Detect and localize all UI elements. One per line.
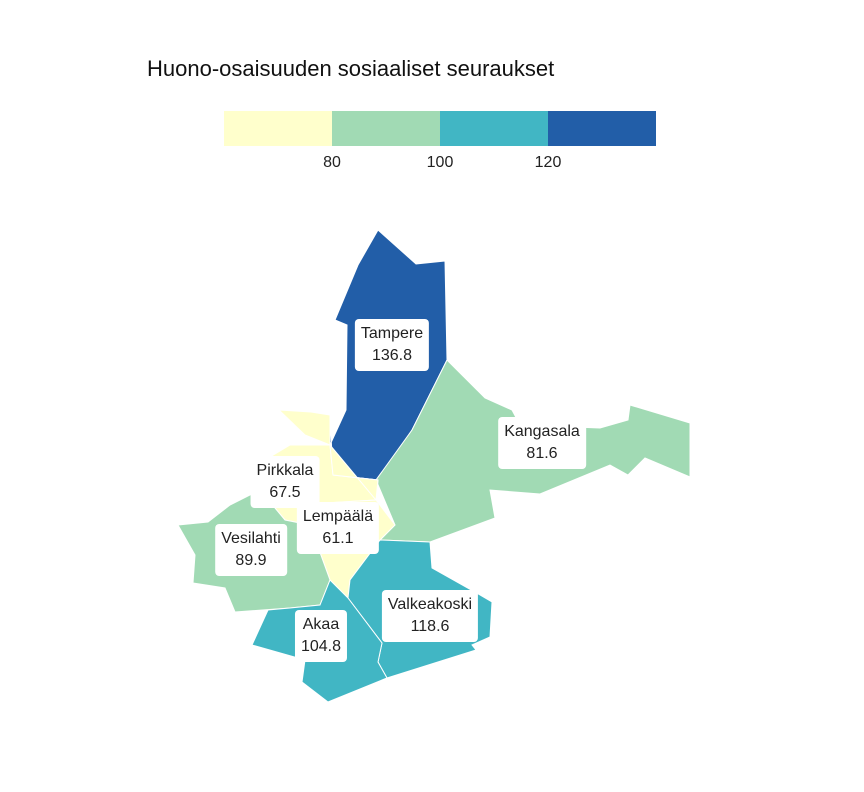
- legend-swatch-2: [332, 111, 440, 146]
- legend-tick-80: 80: [323, 154, 341, 171]
- region-label-pirkkala: Pirkkala 67.5: [250, 456, 320, 508]
- legend-tick-100: 100: [426, 154, 454, 171]
- region-label-vesilahti: Vesilahti 89.9: [215, 524, 287, 576]
- map-title: Huono-osaisuuden sosiaaliset seuraukset: [147, 56, 555, 81]
- region-value: 118.6: [410, 618, 450, 635]
- legend-swatch-1: [224, 111, 332, 146]
- region-value: 81.6: [526, 445, 558, 462]
- region-name: Lempäälä: [302, 508, 374, 525]
- region-value: 136.8: [371, 347, 413, 364]
- region-label-kangasala: Kangasala 81.6: [498, 417, 586, 469]
- region-name: Akaa: [302, 616, 340, 633]
- color-legend: [224, 111, 656, 146]
- region-name: Tampere: [360, 325, 424, 342]
- region-label-valkeakoski: Valkeakoski 118.6: [381, 590, 479, 642]
- region-value: 89.9: [235, 552, 267, 569]
- legend-swatch-3: [440, 111, 548, 146]
- region-label-akaa: Akaa 104.8: [294, 610, 348, 662]
- region-value: 67.5: [269, 484, 301, 501]
- region-label-tampere: Tampere 136.8: [354, 319, 430, 371]
- region-name: Vesilahti: [221, 530, 281, 547]
- region-label-lempaala: Lempäälä 61.1: [296, 502, 380, 554]
- region-value: 61.1: [322, 530, 354, 547]
- legend-tick-120: 120: [534, 154, 562, 171]
- region-value: 104.8: [300, 638, 342, 655]
- region-name: Pirkkala: [256, 462, 314, 479]
- region-name: Valkeakoski: [387, 596, 473, 613]
- region-name: Kangasala: [504, 423, 580, 440]
- legend-swatch-4: [548, 111, 656, 146]
